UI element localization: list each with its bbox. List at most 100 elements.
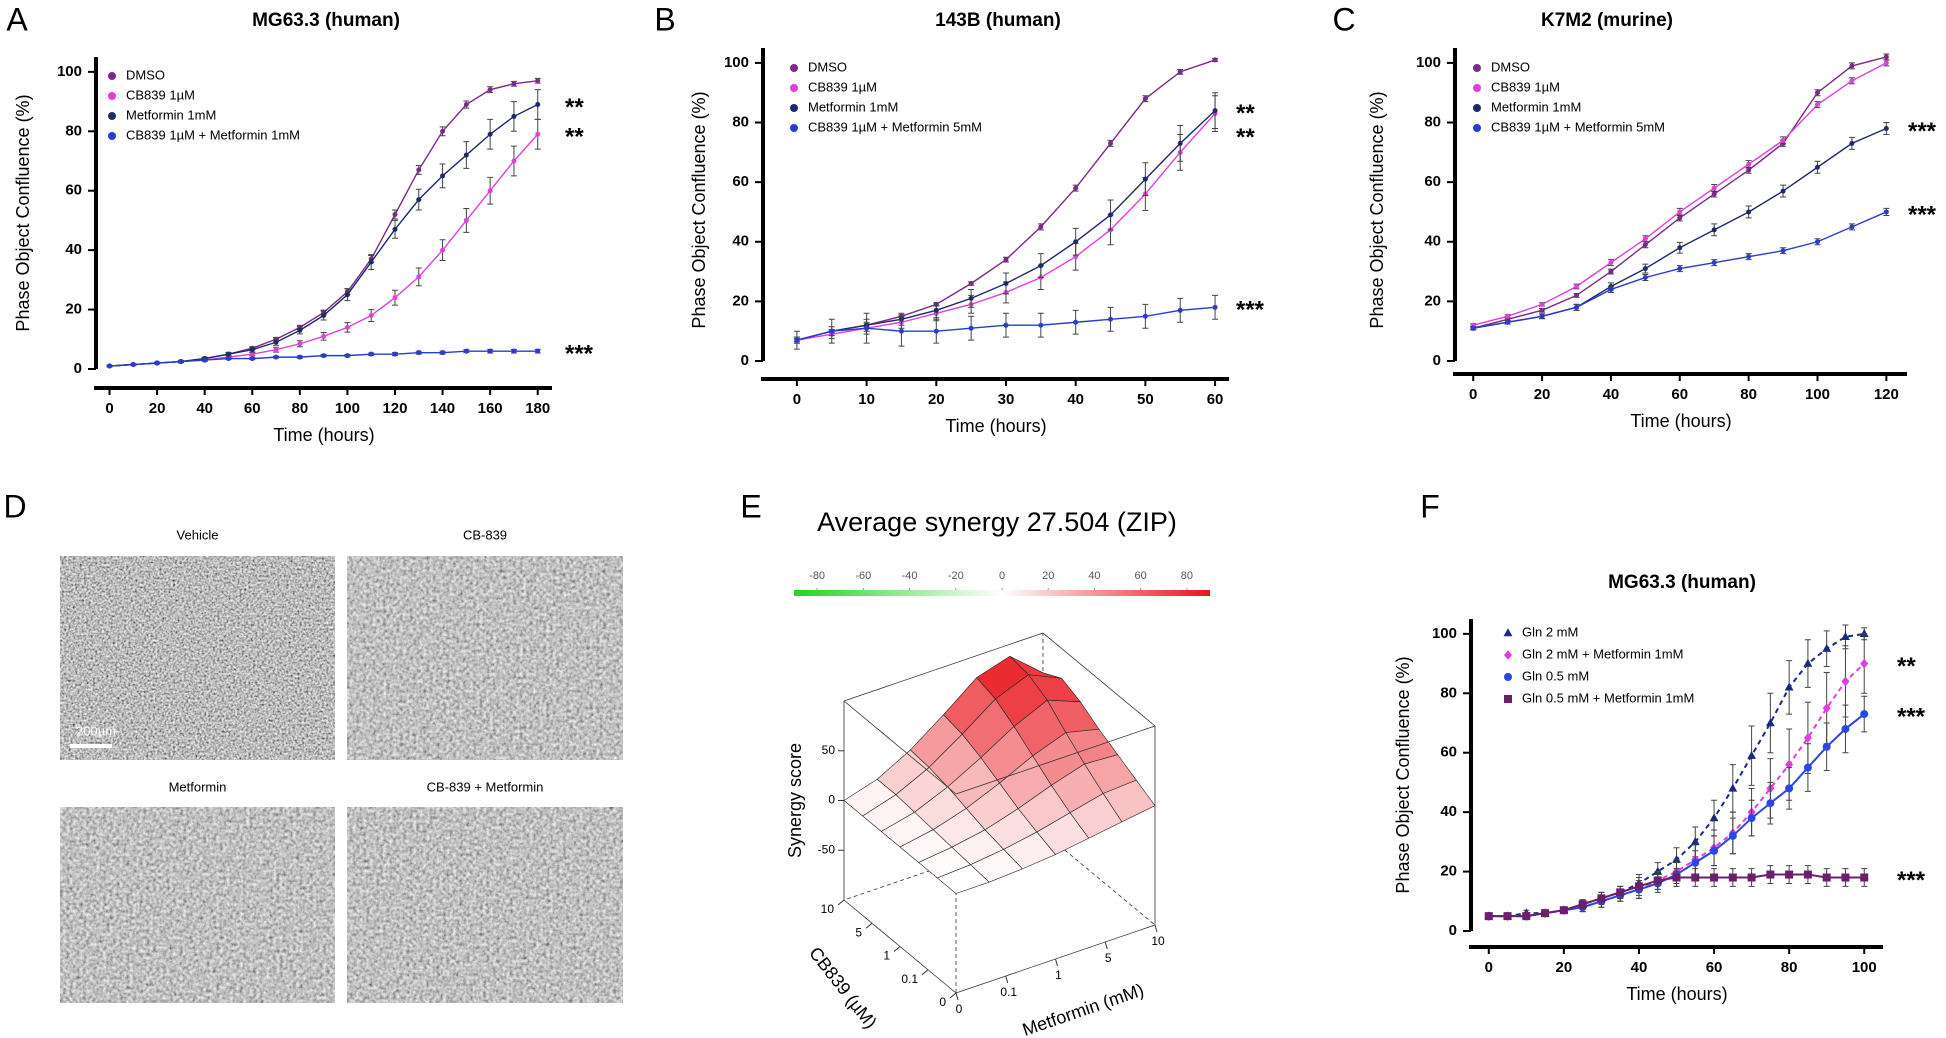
- point: [1859, 629, 1869, 638]
- point: [829, 328, 835, 334]
- x-tick-label: 100: [1805, 386, 1830, 403]
- chart-title: 143B (human): [935, 10, 1061, 31]
- point: [1780, 137, 1786, 143]
- x-tick: [1005, 975, 1009, 984]
- point: [1212, 108, 1218, 114]
- legend-label: Metformin 1mM: [808, 99, 898, 114]
- significance: **: [565, 124, 584, 151]
- point: [1766, 870, 1775, 879]
- point: [1108, 316, 1114, 322]
- point: [1814, 164, 1820, 170]
- significance: ***: [1908, 118, 1937, 145]
- z-tick-label: 50: [822, 743, 836, 757]
- panel-letter: F: [1420, 488, 1440, 524]
- y-tick: [921, 969, 929, 976]
- y-tick-label: 80: [1440, 684, 1457, 701]
- significance: ***: [1897, 867, 1926, 894]
- y-tick-label: 10: [821, 902, 835, 916]
- y-tick-label: 60: [1440, 744, 1457, 761]
- box-edge: [843, 700, 957, 795]
- point: [1003, 257, 1009, 263]
- x-tick-label: 0: [956, 1002, 963, 1016]
- significance: **: [1236, 124, 1255, 151]
- legend-marker: [790, 84, 798, 92]
- point: [1142, 96, 1148, 102]
- point: [1608, 260, 1614, 266]
- legend-marker: [108, 92, 116, 100]
- point: [1746, 161, 1752, 167]
- point: [392, 351, 398, 357]
- point: [511, 348, 517, 354]
- point: [1503, 912, 1512, 921]
- y-tick-label: 60: [65, 182, 82, 199]
- point: [1822, 703, 1831, 713]
- y-tick-label: 20: [65, 301, 82, 318]
- series-line: [109, 133, 539, 367]
- point: [511, 158, 517, 164]
- legend-marker: [1473, 64, 1481, 72]
- point: [1522, 912, 1531, 921]
- series-line: [109, 103, 539, 367]
- point: [249, 356, 255, 362]
- point: [535, 102, 541, 108]
- point: [1803, 658, 1813, 667]
- point: [511, 113, 517, 119]
- x-tick-label: 0: [1469, 386, 1477, 403]
- significance: **: [1897, 653, 1916, 680]
- legend-marker: [1504, 650, 1512, 660]
- x-tick-label: 80: [1781, 959, 1798, 976]
- scale-bar-label: 200µm: [76, 723, 116, 738]
- point: [1541, 909, 1550, 918]
- x-tick-label: 20: [149, 400, 166, 417]
- image-label: CB-839: [463, 527, 507, 542]
- point: [1691, 873, 1700, 882]
- point: [1728, 783, 1738, 792]
- point: [1709, 813, 1719, 822]
- legend-label: CB839 1µM + Metformin 5mM: [808, 119, 982, 134]
- colorbar-tick-label: 40: [1088, 570, 1100, 582]
- point: [1860, 658, 1869, 669]
- y-axis-title: Phase Object Confluence (%): [1393, 656, 1413, 893]
- point: [273, 347, 279, 353]
- legend-label: Gln 0.5 mM + Metformin 1mM: [1522, 690, 1694, 705]
- x-tick-label: 100: [1852, 959, 1877, 976]
- point: [1746, 209, 1752, 215]
- point: [1653, 866, 1663, 875]
- x-tick-label: 120: [1874, 386, 1899, 403]
- legend-label: DMSO: [808, 59, 847, 74]
- point: [249, 347, 255, 353]
- x-tick-label: 40: [1603, 386, 1620, 403]
- point: [968, 295, 974, 301]
- micrograph: [347, 807, 623, 1003]
- point: [321, 333, 327, 339]
- point: [1108, 212, 1114, 218]
- x-tick: [1055, 958, 1058, 967]
- point: [1642, 266, 1648, 272]
- x-tick-label: 180: [525, 400, 550, 417]
- image-label: CB-839 + Metformin: [427, 779, 544, 794]
- series-line: [1488, 662, 1865, 918]
- point: [154, 360, 160, 366]
- legend-marker: [1473, 84, 1481, 92]
- x-tick-label: 0: [1485, 959, 1493, 976]
- y-tick-label: 100: [724, 54, 749, 71]
- point: [1038, 322, 1044, 328]
- legend-label: CB839 1µM + Metformin 1mM: [126, 127, 300, 142]
- x-tick-label: 60: [1207, 391, 1224, 408]
- point: [1142, 176, 1148, 182]
- z-tick-label: 0: [828, 793, 835, 807]
- point: [440, 173, 446, 179]
- legend-marker: [1473, 124, 1481, 132]
- point: [463, 102, 469, 108]
- point: [1505, 319, 1511, 325]
- x-tick-label: 10: [858, 391, 875, 408]
- point: [1108, 140, 1114, 146]
- x-tick-label: 5: [1105, 951, 1112, 965]
- x-tick-label: 120: [382, 400, 407, 417]
- point: [1672, 854, 1681, 863]
- point: [1711, 191, 1717, 197]
- point: [1677, 215, 1683, 221]
- image-label: Vehicle: [177, 527, 219, 542]
- point: [202, 357, 208, 363]
- point: [1883, 209, 1889, 215]
